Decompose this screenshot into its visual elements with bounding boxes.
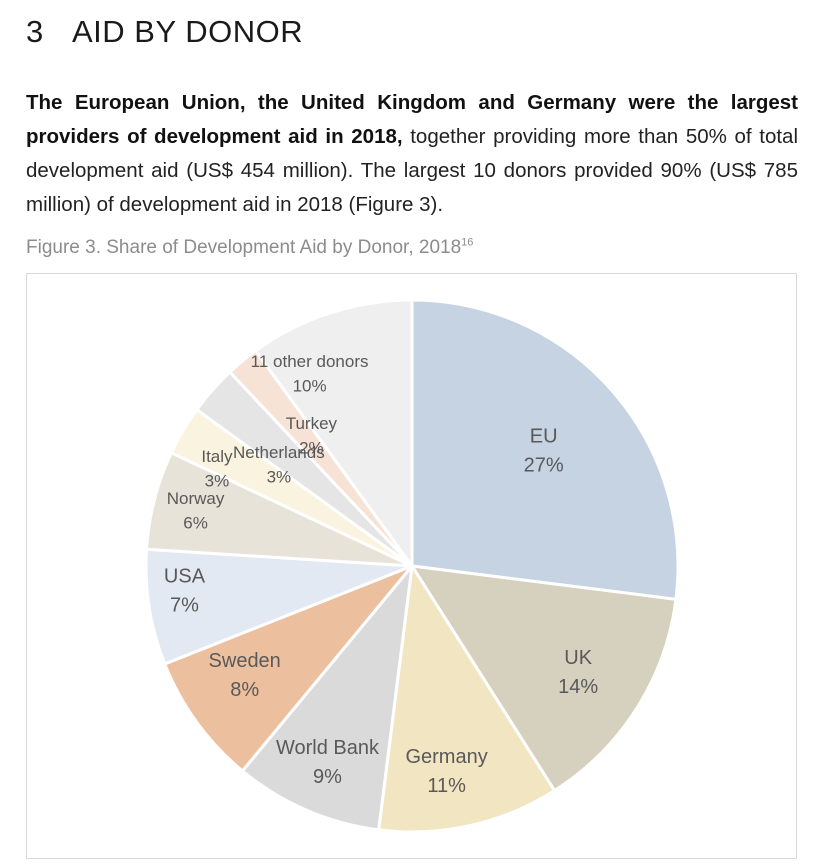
slice-label-turkey: Turkey — [286, 414, 338, 433]
paragraph-bold-text: The European Union, the United Kingdom a… — [26, 91, 798, 148]
slice-label-uk: UK — [564, 647, 592, 669]
section-heading: 3 AID BY DONOR — [26, 14, 303, 50]
figure-caption: Figure 3. Share of Development Aid by Do… — [26, 237, 473, 259]
section-number: 3 — [26, 14, 44, 49]
slice-label-netherlands: Netherlands — [233, 443, 325, 462]
slice-value-italy: 3% — [205, 472, 230, 491]
pie-slice-sweden — [163, 564, 414, 773]
slice-label-usa: USA — [164, 565, 206, 587]
figure-caption-text: Figure 3. Share of Development Aid by Do… — [26, 237, 462, 258]
pie-slice-germany — [377, 564, 557, 834]
body-paragraph: The European Union, the United Kingdom a… — [26, 86, 798, 222]
paragraph-text: together providing more than 50% of tota… — [26, 125, 799, 216]
pie-slice-usa — [144, 547, 414, 666]
slice-label-eu: EU — [530, 425, 558, 447]
slice-value-netherlands: 3% — [267, 467, 292, 486]
footnote-marker: 16 — [461, 236, 474, 249]
pie-slice-eu — [410, 298, 680, 601]
slice-value-norway: 6% — [183, 514, 208, 533]
pie-slice-world-bank — [240, 564, 414, 832]
slice-value-eu: 27% — [524, 454, 564, 476]
slice-value-turkey: 2% — [299, 439, 324, 458]
slice-label-world-bank: World Bank — [276, 737, 380, 759]
slice-value-uk: 14% — [558, 676, 598, 698]
slice-value-germany: 11% — [427, 775, 466, 797]
slice-value-world-bank: 9% — [313, 766, 342, 788]
slice-value-sweden: 8% — [230, 679, 259, 701]
pie-chart: EU 27% UK 14% Germany 11% World Bank 9% Sweden 8%… — [144, 298, 680, 834]
pie-chart-frame: EU 27% UK 14% Germany 11% World Bank 9% Sweden 8%… — [26, 273, 797, 859]
pie-slice-uk — [410, 564, 678, 793]
slice-label-italy: Italy — [201, 447, 233, 466]
slice-label-norway: Norway — [167, 489, 225, 508]
slice-label-germany: Germany — [405, 746, 487, 768]
slice-value-usa: 7% — [170, 594, 199, 616]
slice-label-11-other-donors: 11 other donors — [251, 352, 369, 371]
section-title: AID BY DONOR — [72, 14, 304, 49]
pie-slice-11-other-donors — [254, 298, 414, 568]
slice-value-11-other-donors: 10% — [293, 377, 327, 396]
slice-label-sweden: Sweden — [209, 650, 281, 672]
